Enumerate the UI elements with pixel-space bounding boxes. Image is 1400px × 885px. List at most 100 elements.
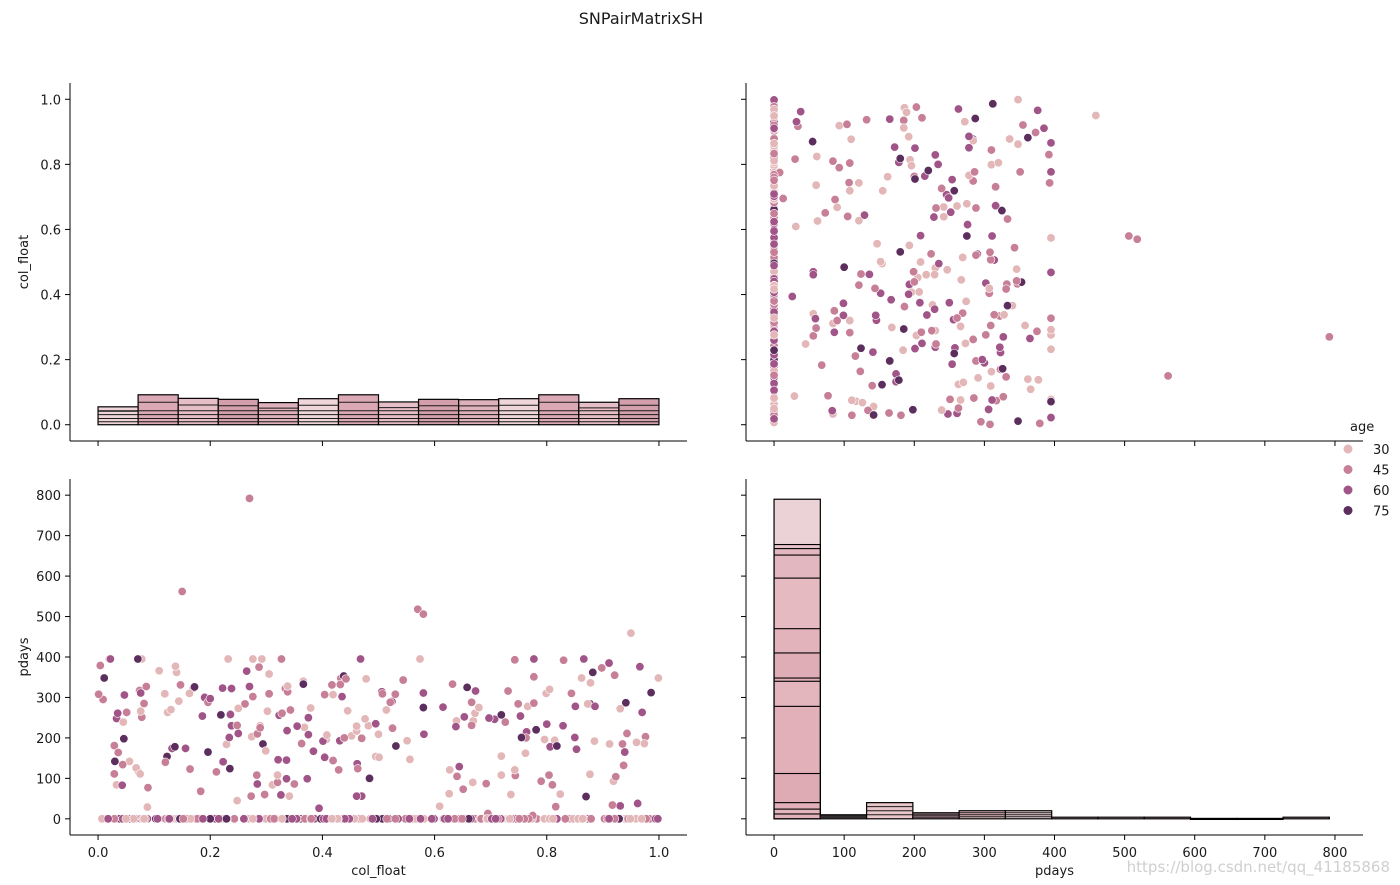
scatter-point	[1046, 344, 1056, 354]
scatter-point	[1025, 333, 1035, 343]
scatter-point	[984, 404, 994, 414]
scatter-point	[991, 201, 1001, 211]
scatter-point	[391, 741, 401, 751]
scatter-point	[385, 697, 395, 707]
scatter-point	[808, 331, 818, 341]
histogram-bar	[1236, 817, 1284, 821]
scatter-point	[985, 247, 995, 257]
y-tick-label: 0.0	[40, 419, 61, 434]
scatter-point	[930, 150, 940, 160]
scatter-point	[135, 769, 145, 779]
histogram-stack-segment	[773, 677, 821, 820]
scatter-point	[418, 688, 428, 698]
scatter-point	[986, 320, 996, 330]
scatter-point	[471, 686, 481, 696]
scatter-point	[944, 193, 954, 203]
scatter-point	[118, 760, 128, 770]
scatter-point	[297, 739, 307, 749]
scatter-point	[597, 663, 607, 673]
scatter-point	[987, 395, 997, 405]
scatter-point	[917, 113, 927, 123]
scatter-point	[1046, 313, 1056, 323]
scatter-point	[589, 736, 599, 746]
scatter-point	[277, 708, 287, 718]
scatter-point	[360, 714, 370, 724]
scatter-point	[838, 310, 848, 320]
scatter-point	[988, 99, 998, 109]
scatter-point	[637, 707, 647, 717]
x-tick-label: 0.2	[200, 846, 221, 861]
scatter-point	[769, 175, 779, 185]
scatter-point	[320, 690, 330, 700]
scatter-point	[926, 249, 936, 259]
scatter-point	[952, 201, 962, 211]
scatter-point	[1046, 413, 1056, 423]
scatter-point	[240, 699, 250, 709]
scatter-point	[273, 770, 283, 780]
scatter-point	[233, 728, 243, 738]
scatter-point	[133, 654, 143, 664]
panel-scatter-pdays-vs-col-float	[741, 83, 1363, 446]
scatter-point	[444, 789, 454, 799]
scatter-point	[632, 737, 642, 747]
scatter-point	[505, 814, 515, 824]
scatter-point	[496, 751, 506, 761]
scatter-point	[834, 163, 844, 173]
scatter-point	[273, 755, 283, 765]
scatter-point	[971, 203, 981, 213]
scatter-point	[244, 493, 254, 503]
scatter-point	[845, 328, 855, 338]
scatter-point	[986, 367, 996, 377]
scatter-point	[909, 277, 919, 287]
scatter-point	[615, 801, 625, 811]
scatter-point	[419, 729, 429, 739]
scatter-point	[963, 220, 973, 230]
x-axis-label: col_float	[351, 864, 405, 879]
scatter-point	[939, 202, 949, 212]
scatter-point	[937, 183, 947, 193]
scatter-point	[981, 330, 991, 340]
scatter-point	[917, 338, 927, 348]
scatter-point	[203, 747, 213, 757]
scatter-point	[560, 814, 570, 824]
scatter-point	[619, 760, 629, 770]
scatter-point	[1046, 233, 1056, 243]
y-axis-label: pdays	[17, 637, 32, 676]
scatter-point	[572, 744, 582, 754]
scatter-point	[559, 655, 569, 665]
scatter-point	[404, 814, 414, 824]
scatter-point	[999, 310, 1009, 320]
scatter-point	[971, 250, 981, 260]
panel-scatter-col-float-vs-pdays: 0.0 0.2 0.4 0.6 0.8 1.0 col_float 0 100 200 300 400…	[17, 479, 687, 879]
scatter-point	[899, 123, 909, 133]
scatter-point	[451, 722, 461, 732]
scatter-point	[909, 267, 919, 277]
scatter-point	[481, 779, 491, 789]
scatter-point	[184, 688, 194, 698]
scatter-point	[531, 725, 541, 735]
y-tick-label: 300	[36, 691, 61, 706]
scatter-point	[956, 321, 966, 331]
scatter-point	[995, 342, 1005, 352]
scatter-point	[987, 231, 997, 241]
scatter-point	[962, 231, 972, 241]
scatter-point	[1044, 150, 1054, 160]
scatter-point	[443, 814, 453, 824]
scatter-point	[868, 347, 878, 357]
scatter-point	[298, 679, 308, 689]
scatter-point	[878, 186, 888, 196]
y-tick-label: 0.6	[40, 223, 61, 238]
scatter-point	[303, 713, 313, 723]
scatter-point	[639, 739, 649, 749]
scatter-point	[604, 814, 614, 824]
scatter-point	[427, 814, 437, 824]
histogram-bar	[538, 394, 580, 426]
histogram-stack-segment	[773, 813, 821, 820]
scatter-point	[902, 107, 912, 117]
scatter-point	[160, 689, 170, 699]
scatter-point	[916, 327, 926, 337]
scatter-point	[989, 310, 999, 320]
scatter-point	[284, 791, 294, 801]
scatter-point	[896, 410, 906, 420]
